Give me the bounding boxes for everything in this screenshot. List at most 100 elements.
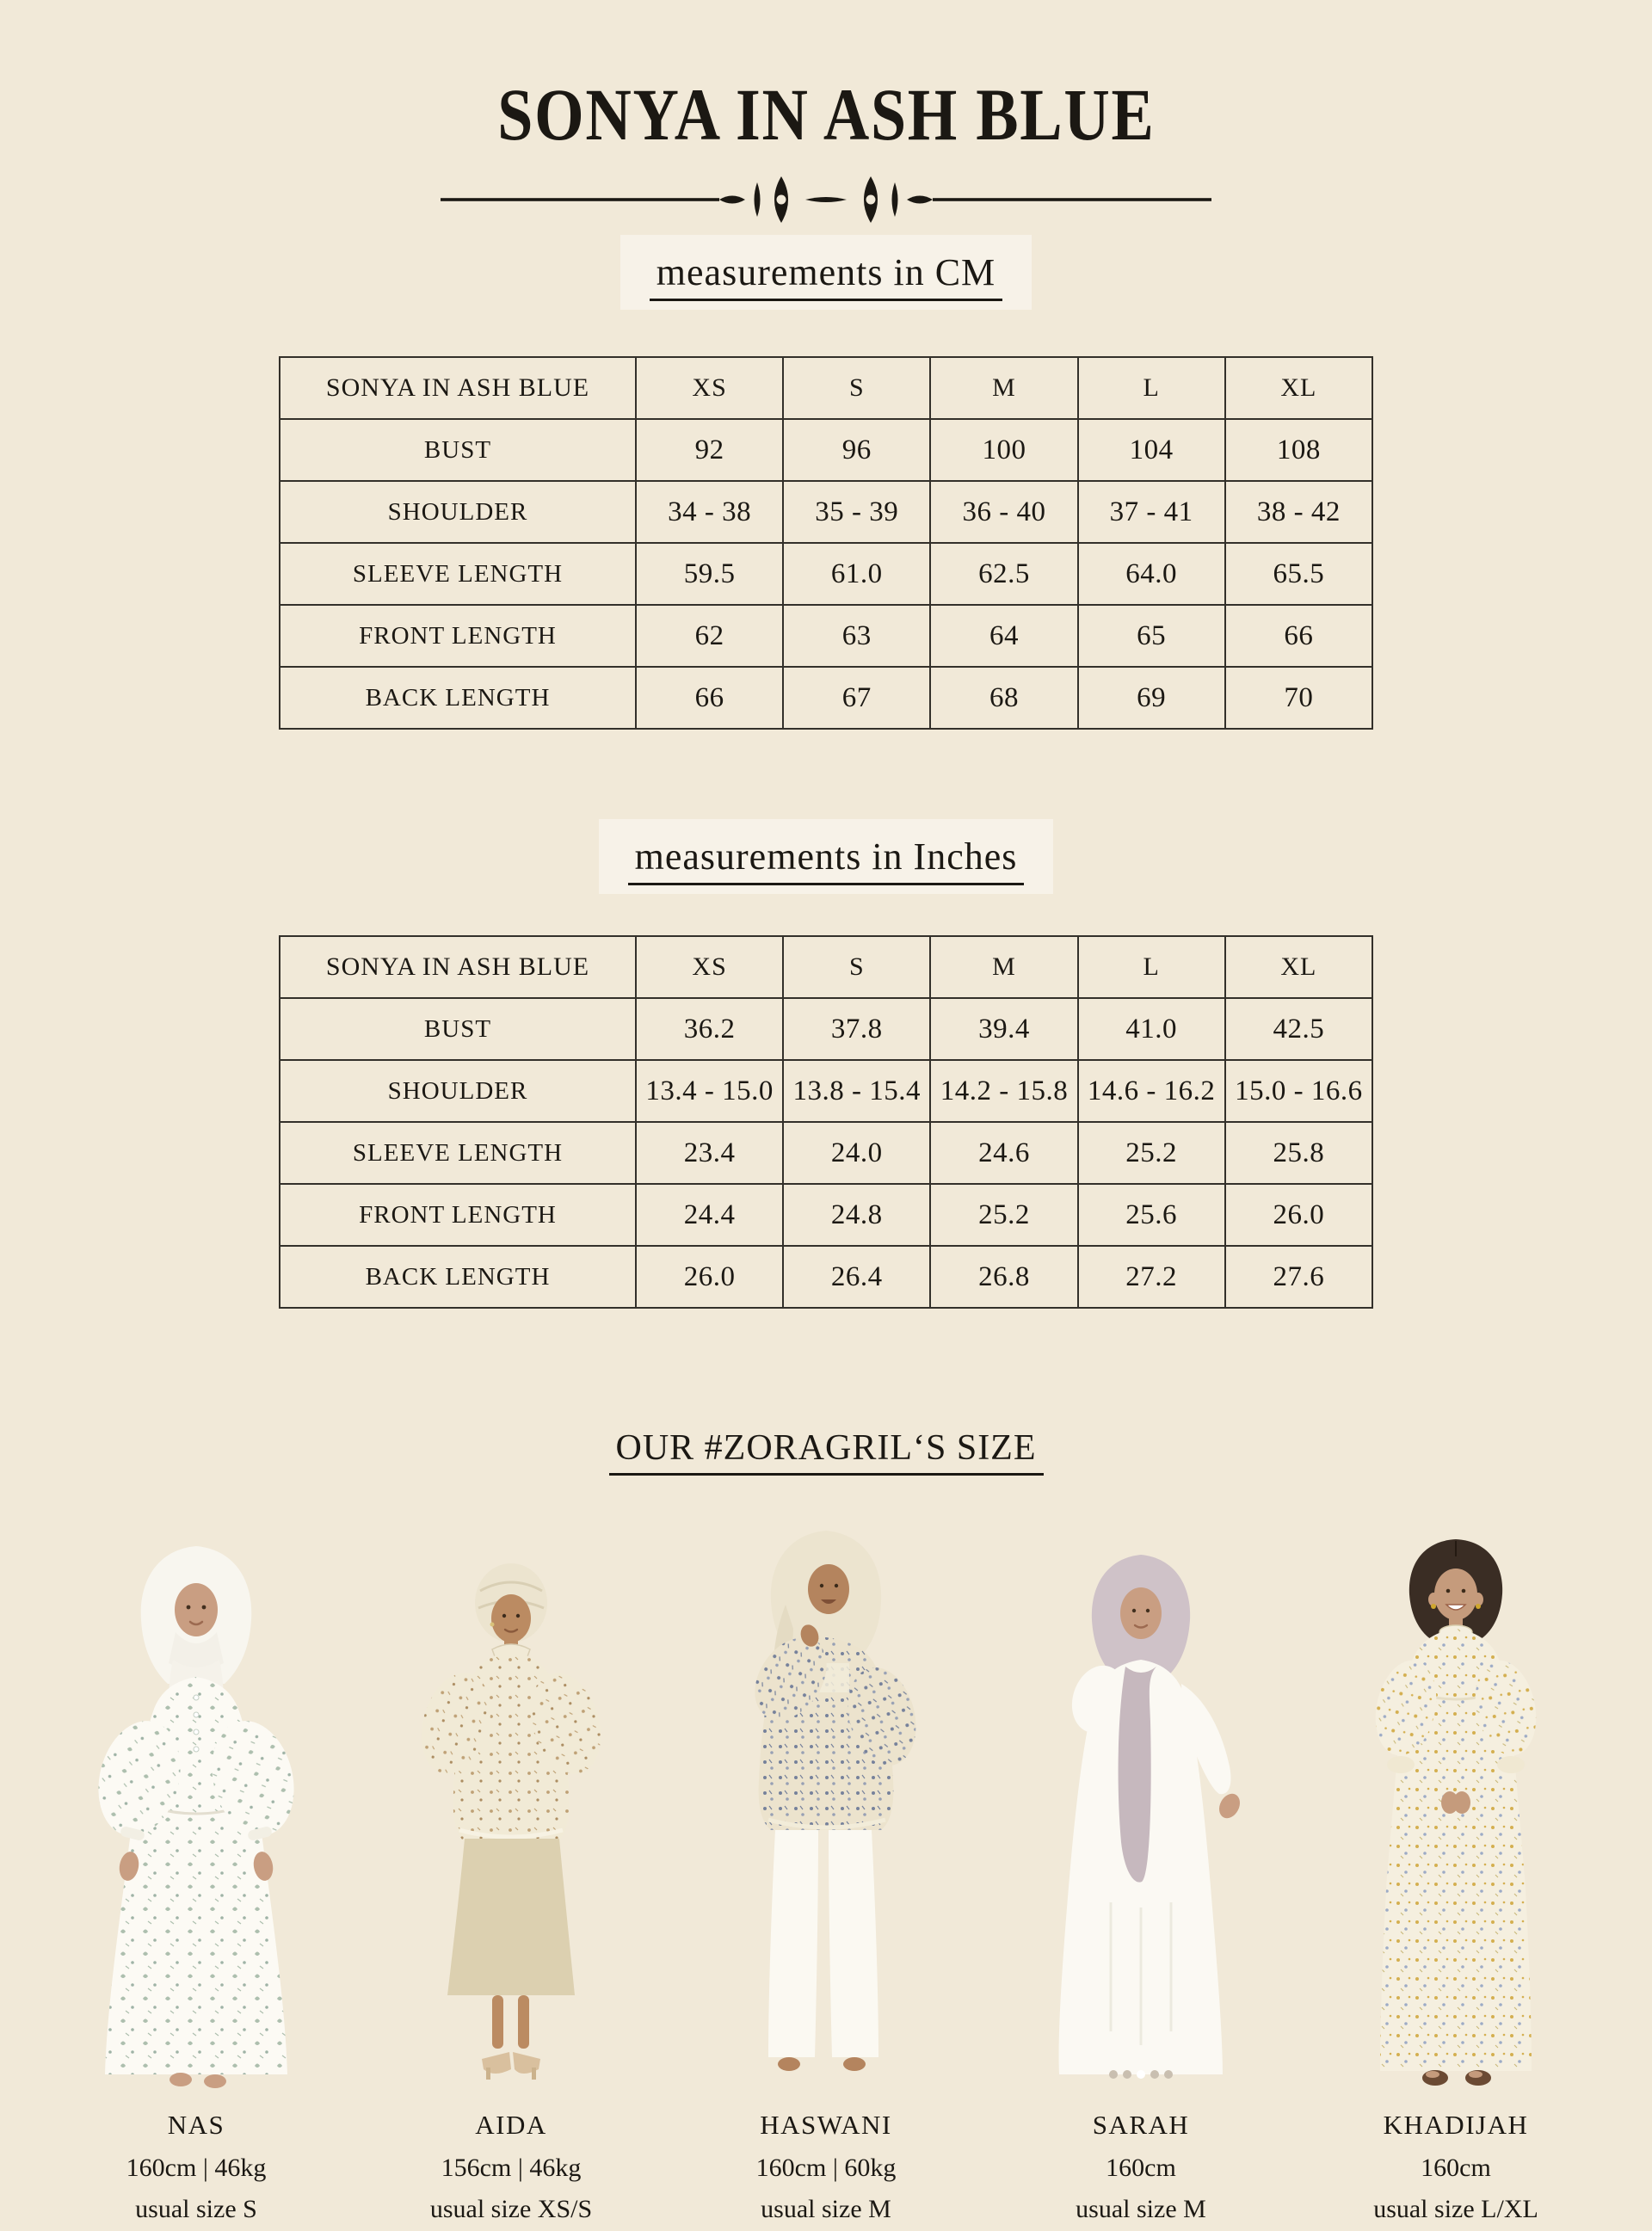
measurement-value: 65.5 [1224, 542, 1374, 607]
product-name-header: SONYA IN ASH BLUE [279, 935, 637, 1000]
size-column-header: L [1076, 935, 1226, 1000]
model-caption-sarah: SARAH 160cm usual size M [1076, 2104, 1206, 2230]
measurement-value: 37 - 41 [1076, 480, 1226, 545]
measurement-label: BACK LENGTH [279, 1245, 637, 1310]
size-column-header: L [1076, 356, 1226, 421]
model-size: usual size M [761, 2195, 891, 2224]
product-name-header: SONYA IN ASH BLUE [279, 356, 637, 421]
measurement-value: 41.0 [1076, 997, 1226, 1062]
models-heading-text: OUR #ZORAGRIL‘S SIZE [608, 1427, 1044, 1476]
measurement-value: 27.6 [1224, 1245, 1374, 1310]
models-heading: OUR #ZORAGRIL‘S SIZE [0, 1427, 1652, 1476]
measurement-value: 63 [782, 604, 932, 669]
measurement-value: 100 [929, 418, 1079, 483]
model-caption-nas: NAS 160cm | 46kg usual size S [126, 2104, 267, 2230]
model-card-aida: AIDA 156cm | 46kg usual size XS/S [360, 1541, 663, 2230]
measurement-value: 26.4 [782, 1245, 932, 1310]
table-row: BACK LENGTH 66 67 68 69 70 [279, 666, 1374, 730]
table-row: SLEEVE LENGTH 59.5 61.0 62.5 64.0 65.5 [279, 542, 1374, 607]
model-card-khadijah: KHADIJAH 160cm usual size L/XL [1304, 1520, 1607, 2230]
header-row: SONYA IN ASH BLUE XS S M L XL [279, 935, 1374, 1000]
cm-heading-text: measurements in CM [649, 250, 1003, 302]
section-inches: measurements in Inches SONYA IN ASH BLUE… [0, 819, 1652, 1310]
inches-heading: measurements in Inches [0, 819, 1652, 895]
size-column-header: XS [634, 935, 785, 1000]
measurement-value: 64.0 [1076, 542, 1226, 607]
measurement-value: 13.4 - 15.0 [634, 1059, 785, 1124]
section-cm: measurements in CM SONYA IN ASH BLUE XS S M… [0, 235, 1652, 730]
model-name: NAS [167, 2110, 225, 2141]
cm-heading: measurements in CM [0, 235, 1652, 311]
model-name: SARAH [1092, 2110, 1190, 2141]
model-photo-haswani [684, 1510, 968, 2092]
model-name: AIDA [475, 2110, 547, 2141]
model-size: usual size L/XL [1373, 2195, 1538, 2224]
inches-heading-text: measurements in Inches [627, 835, 1025, 886]
measurement-value: 64 [929, 604, 1079, 669]
measurement-value: 62 [634, 604, 785, 669]
measurement-value: 36.2 [634, 997, 785, 1062]
measurement-value: 34 - 38 [634, 480, 785, 545]
table-row: BACK LENGTH 26.0 26.4 26.8 27.2 27.6 [279, 1245, 1374, 1310]
measurement-value: 23.4 [634, 1121, 785, 1186]
measurement-value: 104 [1076, 418, 1226, 483]
table-row: SLEEVE LENGTH 23.4 24.0 24.6 25.2 25.8 [279, 1121, 1374, 1186]
measurement-value: 26.0 [634, 1245, 785, 1310]
model-size: usual size XS/S [429, 2195, 593, 2224]
measurement-value: 39.4 [929, 997, 1079, 1062]
measurement-value: 25.8 [1224, 1121, 1374, 1186]
section-models: OUR #ZORAGRIL‘S SIZE [0, 1427, 1652, 2230]
page-title: SONYA IN ASH BLUE [0, 0, 1652, 156]
model-stats: 160cm [1421, 2153, 1491, 2182]
model-photo-nas [50, 1524, 342, 2092]
size-column-header: XL [1224, 356, 1374, 421]
measurement-value: 42.5 [1224, 997, 1374, 1062]
measurement-value: 13.8 - 15.4 [782, 1059, 932, 1124]
table-row: FRONT LENGTH 62 63 64 65 66 [279, 604, 1374, 669]
size-column-header: M [929, 356, 1079, 421]
measurement-value: 14.6 - 16.2 [1076, 1059, 1226, 1124]
measurement-value: 27.2 [1076, 1245, 1226, 1310]
measurement-value: 61.0 [782, 542, 932, 607]
models-row: NAS 160cm | 46kg usual size S [43, 1510, 1609, 2230]
measurement-value: 24.6 [929, 1121, 1079, 1186]
measurement-value: 68 [929, 666, 1079, 730]
measurement-value: 69 [1076, 666, 1226, 730]
model-illustration-nas [98, 1546, 294, 2089]
measurement-label: BUST [279, 997, 637, 1062]
measurement-value: 15.0 - 16.6 [1224, 1059, 1374, 1124]
size-column-header: S [782, 935, 932, 1000]
measurement-value: 25.2 [929, 1183, 1079, 1248]
measurement-value: 25.2 [1076, 1121, 1226, 1186]
model-illustration-aida [421, 1563, 601, 2080]
model-card-haswani: HASWANI 160cm | 60kg usual size M [675, 1510, 977, 2230]
model-illustration-khadijah [1375, 1539, 1537, 2086]
size-column-header: M [929, 935, 1079, 1000]
measurement-value: 25.6 [1076, 1183, 1226, 1248]
model-caption-haswani: HASWANI 160cm | 60kg usual size M [756, 2104, 897, 2230]
measurement-value: 36 - 40 [929, 480, 1079, 545]
measurement-label: BACK LENGTH [279, 666, 637, 730]
measurement-value: 24.4 [634, 1183, 785, 1248]
size-chart-cm-table: SONYA IN ASH BLUE XS S M L XL BUST 92 96 100 104 10… [279, 356, 1374, 730]
model-stats: 156cm | 46kg [441, 2153, 582, 2182]
line-diamond-divider-icon [441, 176, 1211, 224]
model-size: usual size M [1076, 2195, 1206, 2224]
model-card-sarah: SARAH 160cm usual size M [989, 1532, 1292, 2230]
header-row: SONYA IN ASH BLUE XS S M L XL [279, 356, 1374, 421]
model-name: KHADIJAH [1383, 2110, 1529, 2141]
measurement-value: 59.5 [634, 542, 785, 607]
page-title-text: SONYA IN ASH BLUE [496, 73, 1156, 156]
carousel-dots [1109, 2070, 1173, 2080]
model-illustration-sarah [1058, 1555, 1240, 2080]
model-caption-aida: AIDA 156cm | 46kg usual size XS/S [430, 2104, 592, 2230]
measurement-label: FRONT LENGTH [279, 604, 637, 669]
measurement-value: 92 [634, 418, 785, 483]
measurement-value: 66 [1224, 604, 1374, 669]
measurement-label: SHOULDER [279, 480, 637, 545]
model-photo-sarah [999, 1532, 1283, 2092]
table-row: SHOULDER 34 - 38 35 - 39 36 - 40 37 - 41 38 -… [279, 480, 1374, 545]
measurement-label: SLEEVE LENGTH [279, 1121, 637, 1186]
measurement-value: 37.8 [782, 997, 932, 1062]
measurement-value: 66 [634, 666, 785, 730]
